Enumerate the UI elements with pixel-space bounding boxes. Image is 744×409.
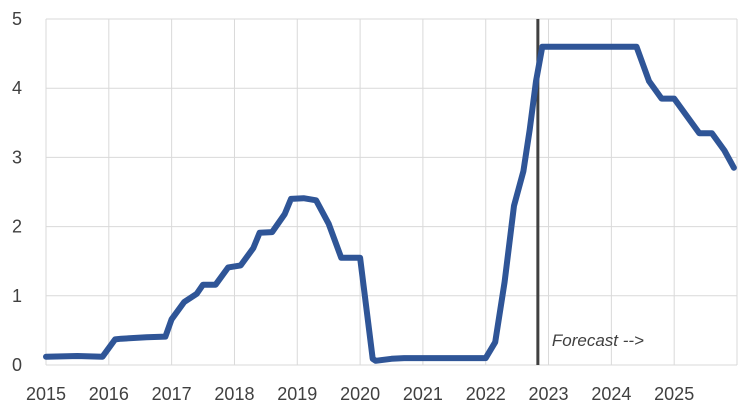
y-axis-tick-labels: 0 1 2 3 4 5 <box>12 9 22 375</box>
y-tick-label: 0 <box>12 355 22 375</box>
x-tick-label: 2025 <box>654 384 694 404</box>
y-tick-label: 5 <box>12 9 22 29</box>
x-tick-label: 2018 <box>214 384 254 404</box>
x-tick-label: 2015 <box>26 384 66 404</box>
x-tick-label: 2017 <box>152 384 192 404</box>
gridlines <box>45 18 738 366</box>
y-tick-label: 4 <box>12 78 22 98</box>
y-tick-label: 2 <box>12 217 22 237</box>
y-tick-label: 1 <box>12 286 22 306</box>
x-tick-label: 2023 <box>529 384 569 404</box>
x-tick-label: 2019 <box>277 384 317 404</box>
series-line <box>43 43 737 364</box>
y-tick-label: 3 <box>12 147 22 167</box>
x-tick-label: 2024 <box>591 384 631 404</box>
x-tick-label: 2020 <box>340 384 380 404</box>
x-axis-tick-labels: 2015 2016 2017 2018 2019 2020 2021 2022 2023 2024… <box>26 384 694 404</box>
x-tick-label: 2021 <box>403 384 443 404</box>
forecast-annotation: Forecast --> <box>552 331 644 350</box>
x-tick-label: 2022 <box>466 384 506 404</box>
x-tick-label: 2016 <box>89 384 129 404</box>
